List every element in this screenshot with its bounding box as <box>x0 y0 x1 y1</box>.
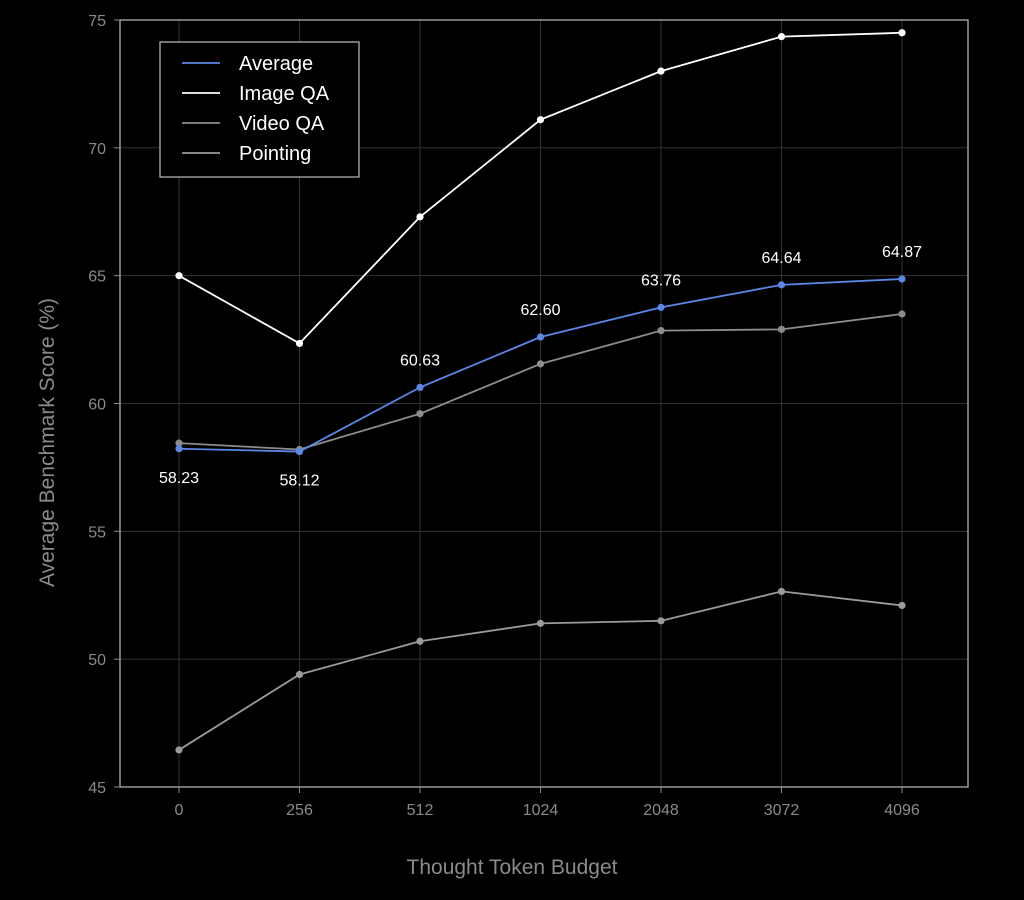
data-point <box>657 67 665 75</box>
data-point <box>416 410 424 418</box>
y-tick-label: 45 <box>88 780 106 797</box>
x-tick-label: 0 <box>175 802 184 819</box>
y-tick-label: 55 <box>88 524 106 541</box>
data-point <box>416 383 424 391</box>
series-average <box>175 275 906 456</box>
data-point <box>536 333 545 341</box>
data-label-average: 60.63 <box>400 352 440 369</box>
data-point <box>416 637 424 645</box>
x-tick-label: 4096 <box>884 802 920 819</box>
y-tick-label: 60 <box>88 397 106 414</box>
data-point <box>657 617 665 625</box>
data-label-average: 64.64 <box>761 250 801 267</box>
x-tick-label: 2048 <box>643 802 679 819</box>
y-axis-title: Average Benchmark Score (%) <box>36 298 59 587</box>
y-tick-label: 75 <box>88 13 106 30</box>
y-tick-label: 50 <box>88 652 106 669</box>
data-point <box>777 325 786 333</box>
data-point <box>777 281 786 289</box>
x-tick-label: 3072 <box>764 802 800 819</box>
data-point <box>416 213 424 221</box>
data-point <box>295 670 304 679</box>
data-label-average: 63.76 <box>641 272 681 289</box>
data-point <box>175 746 183 754</box>
data-point <box>295 447 304 456</box>
legend-label: Pointing <box>239 143 311 165</box>
series-lines <box>175 29 906 754</box>
x-axis-title: Thought Token Budget <box>407 856 618 879</box>
legend-box <box>159 41 360 178</box>
data-label-average: 58.12 <box>279 473 319 490</box>
x-tick-label: 1024 <box>523 802 559 819</box>
x-tick-label: 256 <box>286 802 313 819</box>
x-tick-label: 512 <box>407 802 434 819</box>
data-point <box>898 601 906 610</box>
data-point <box>898 29 906 37</box>
data-point <box>657 303 665 311</box>
data-label-average: 64.87 <box>882 244 922 261</box>
legend-label: Average <box>239 53 313 75</box>
data-point <box>777 587 786 596</box>
data-point <box>536 360 545 368</box>
data-labels: 58.23 58.12 60.63 62.60 63.76 64.64 64.87 <box>159 244 922 490</box>
y-tick-label: 65 <box>88 269 106 286</box>
data-point <box>898 310 906 318</box>
data-point <box>175 439 183 447</box>
data-point <box>898 275 906 283</box>
legend: Average Image QA Video QA Pointing <box>159 41 360 178</box>
data-point <box>536 116 545 124</box>
y-tick-label: 70 <box>88 141 106 158</box>
data-point <box>295 339 304 348</box>
data-point <box>536 619 545 627</box>
series-image-qa <box>175 29 906 348</box>
series-pointing <box>175 587 906 754</box>
data-point <box>777 33 786 41</box>
data-point <box>175 445 183 453</box>
axis-ticks: 45 50 55 60 65 70 75 0 256 512 1024 2048 3072 4096 <box>88 13 920 819</box>
data-label-average: 62.60 <box>520 302 560 319</box>
data-point <box>175 272 183 280</box>
legend-label: Video QA <box>239 113 325 135</box>
legend-label: Image QA <box>239 83 330 105</box>
data-point <box>657 327 665 335</box>
data-label-average: 58.23 <box>159 470 199 487</box>
